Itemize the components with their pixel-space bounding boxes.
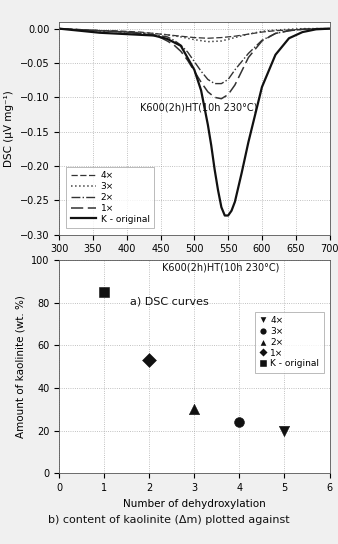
Legend: 4×, 3×, 2×, 1×, K - original: 4×, 3×, 2×, 1×, K - original bbox=[66, 167, 154, 228]
Point bbox=[147, 356, 152, 365]
Point bbox=[101, 288, 107, 296]
Legend: 4×, 3×, 2×, 1×, K - original: 4×, 3×, 2×, 1×, K - original bbox=[255, 312, 324, 373]
Text: K600(2h)HT(10h 230°C): K600(2h)HT(10h 230°C) bbox=[162, 262, 279, 273]
Text: a) DSC curves: a) DSC curves bbox=[130, 296, 208, 306]
X-axis label: Temperature (°C): Temperature (°C) bbox=[149, 260, 239, 270]
Point bbox=[237, 418, 242, 426]
Text: K600(2h)HT(10h 230°C): K600(2h)HT(10h 230°C) bbox=[140, 103, 258, 113]
Y-axis label: DSC (μV mg⁻¹): DSC (μV mg⁻¹) bbox=[4, 90, 14, 166]
Point bbox=[282, 426, 287, 435]
Point bbox=[192, 405, 197, 414]
Y-axis label: Amount of kaolinite (wt. %): Amount of kaolinite (wt. %) bbox=[16, 295, 25, 438]
Text: b) content of kaolinite (Δm) plotted against: b) content of kaolinite (Δm) plotted aga… bbox=[48, 515, 290, 525]
X-axis label: Number of dehydroxylation: Number of dehydroxylation bbox=[123, 498, 266, 509]
